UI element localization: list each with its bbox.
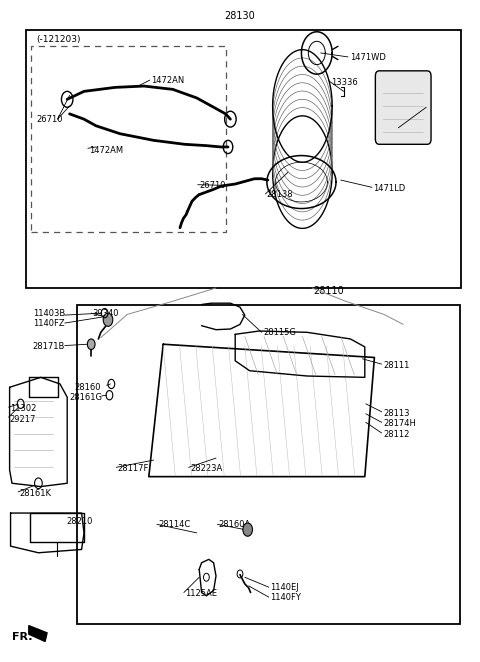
Text: 28113: 28113	[383, 408, 409, 418]
Text: 28174H: 28174H	[383, 419, 416, 428]
Text: 26710: 26710	[199, 181, 226, 190]
Text: 28161K: 28161K	[19, 489, 51, 498]
Bar	[31, 46, 226, 232]
Text: 28161G: 28161G	[70, 393, 103, 402]
Text: 1125AE: 1125AE	[185, 589, 217, 598]
Text: 28223A: 28223A	[190, 463, 222, 473]
Text: 28191R: 28191R	[400, 124, 432, 133]
Bar	[77, 305, 460, 624]
Bar	[26, 30, 461, 288]
Text: 28110: 28110	[313, 286, 344, 296]
Text: 28138: 28138	[267, 190, 293, 199]
Text: 28210: 28210	[66, 517, 93, 526]
Text: 28130: 28130	[225, 11, 255, 21]
Text: 1140FY: 1140FY	[270, 593, 300, 602]
Circle shape	[103, 313, 113, 326]
Text: 28117F: 28117F	[118, 463, 149, 473]
Text: 1140FZ: 1140FZ	[33, 319, 64, 328]
Text: 1140EJ: 1140EJ	[270, 583, 299, 592]
Text: 39340: 39340	[92, 309, 119, 318]
Text: 28171B: 28171B	[33, 342, 65, 352]
Text: 29217: 29217	[10, 414, 36, 424]
Text: 28160A: 28160A	[218, 520, 251, 530]
Text: 1472AM: 1472AM	[89, 146, 123, 155]
Text: 1472AN: 1472AN	[151, 76, 184, 85]
Polygon shape	[29, 626, 47, 641]
Text: 28115G: 28115G	[263, 328, 296, 338]
Text: 28112: 28112	[383, 430, 409, 439]
Text: 26710: 26710	[36, 115, 62, 124]
Text: 1471WD: 1471WD	[350, 53, 386, 62]
Circle shape	[243, 523, 252, 536]
Text: 28111: 28111	[383, 361, 409, 370]
Text: 13336: 13336	[331, 77, 358, 87]
Text: 11302: 11302	[10, 404, 36, 413]
Text: FR.: FR.	[12, 632, 33, 642]
FancyBboxPatch shape	[375, 71, 431, 144]
Text: 11403B: 11403B	[33, 309, 65, 318]
Text: 28114C: 28114C	[158, 520, 191, 530]
Circle shape	[87, 339, 95, 350]
Text: 1471LD: 1471LD	[373, 183, 406, 193]
Text: 28160: 28160	[74, 383, 101, 392]
Text: (-121203): (-121203)	[36, 35, 81, 44]
